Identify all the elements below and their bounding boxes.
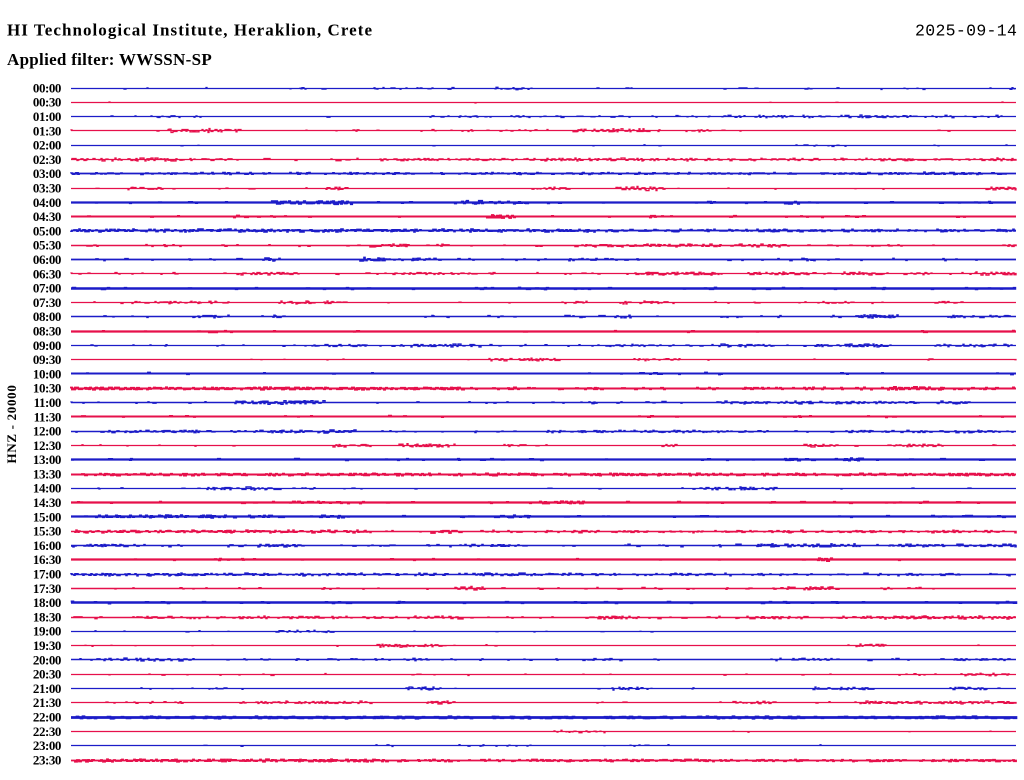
svg-text:03:30: 03:30 <box>33 181 61 196</box>
svg-text:22:00: 22:00 <box>33 710 61 725</box>
svg-text:14:30: 14:30 <box>33 495 61 510</box>
svg-text:16:30: 16:30 <box>33 552 61 567</box>
svg-text:21:00: 21:00 <box>33 681 61 696</box>
svg-text:06:30: 06:30 <box>33 266 61 281</box>
svg-text:05:00: 05:00 <box>33 223 61 238</box>
svg-text:23:30: 23:30 <box>33 752 61 767</box>
svg-text:15:00: 15:00 <box>33 509 61 524</box>
svg-text:17:00: 17:00 <box>33 567 61 582</box>
svg-text:11:30: 11:30 <box>34 409 61 424</box>
svg-text:11:00: 11:00 <box>34 395 61 410</box>
svg-text:02:30: 02:30 <box>33 152 61 167</box>
svg-text:20:00: 20:00 <box>33 652 61 667</box>
svg-text:12:30: 12:30 <box>33 438 61 453</box>
svg-text:07:30: 07:30 <box>33 295 61 310</box>
svg-text:09:00: 09:00 <box>33 338 61 353</box>
svg-text:09:30: 09:30 <box>33 352 61 367</box>
svg-text:16:00: 16:00 <box>33 538 61 553</box>
svg-text:08:00: 08:00 <box>33 309 61 324</box>
svg-text:04:00: 04:00 <box>33 195 61 210</box>
svg-text:23:00: 23:00 <box>33 738 61 753</box>
svg-text:Applied filter: WWSSN-SP: Applied filter: WWSSN-SP <box>7 50 212 69</box>
svg-text:18:30: 18:30 <box>33 609 61 624</box>
svg-text:14:00: 14:00 <box>33 481 61 496</box>
svg-text:13:00: 13:00 <box>33 452 61 467</box>
svg-text:00:30: 00:30 <box>33 95 61 110</box>
svg-text:06:00: 06:00 <box>33 252 61 267</box>
svg-text:2025-09-14: 2025-09-14 <box>915 21 1017 40</box>
svg-text:03:00: 03:00 <box>33 166 61 181</box>
svg-text:01:30: 01:30 <box>33 123 61 138</box>
svg-text:21:30: 21:30 <box>33 695 61 710</box>
svg-text:15:30: 15:30 <box>33 524 61 539</box>
svg-text:08:30: 08:30 <box>33 324 61 339</box>
svg-text:10:00: 10:00 <box>33 366 61 381</box>
svg-text:02:00: 02:00 <box>33 138 61 153</box>
svg-text:10:30: 10:30 <box>33 381 61 396</box>
svg-text:07:00: 07:00 <box>33 281 61 296</box>
svg-text:04:30: 04:30 <box>33 209 61 224</box>
svg-text:HI Technological Institute, He: HI Technological Institute, Heraklion, C… <box>7 21 373 40</box>
svg-text:19:00: 19:00 <box>33 624 61 639</box>
svg-text:22:30: 22:30 <box>33 724 61 739</box>
svg-text:01:00: 01:00 <box>33 109 61 124</box>
svg-text:HNZ - 20000: HNZ - 20000 <box>4 385 19 464</box>
svg-text:19:30: 19:30 <box>33 638 61 653</box>
svg-text:20:30: 20:30 <box>33 667 61 682</box>
svg-text:00:00: 00:00 <box>33 80 61 95</box>
svg-text:12:00: 12:00 <box>33 424 61 439</box>
svg-text:05:30: 05:30 <box>33 238 61 253</box>
svg-text:13:30: 13:30 <box>33 466 61 481</box>
svg-text:18:00: 18:00 <box>33 595 61 610</box>
svg-text:17:30: 17:30 <box>33 581 61 596</box>
